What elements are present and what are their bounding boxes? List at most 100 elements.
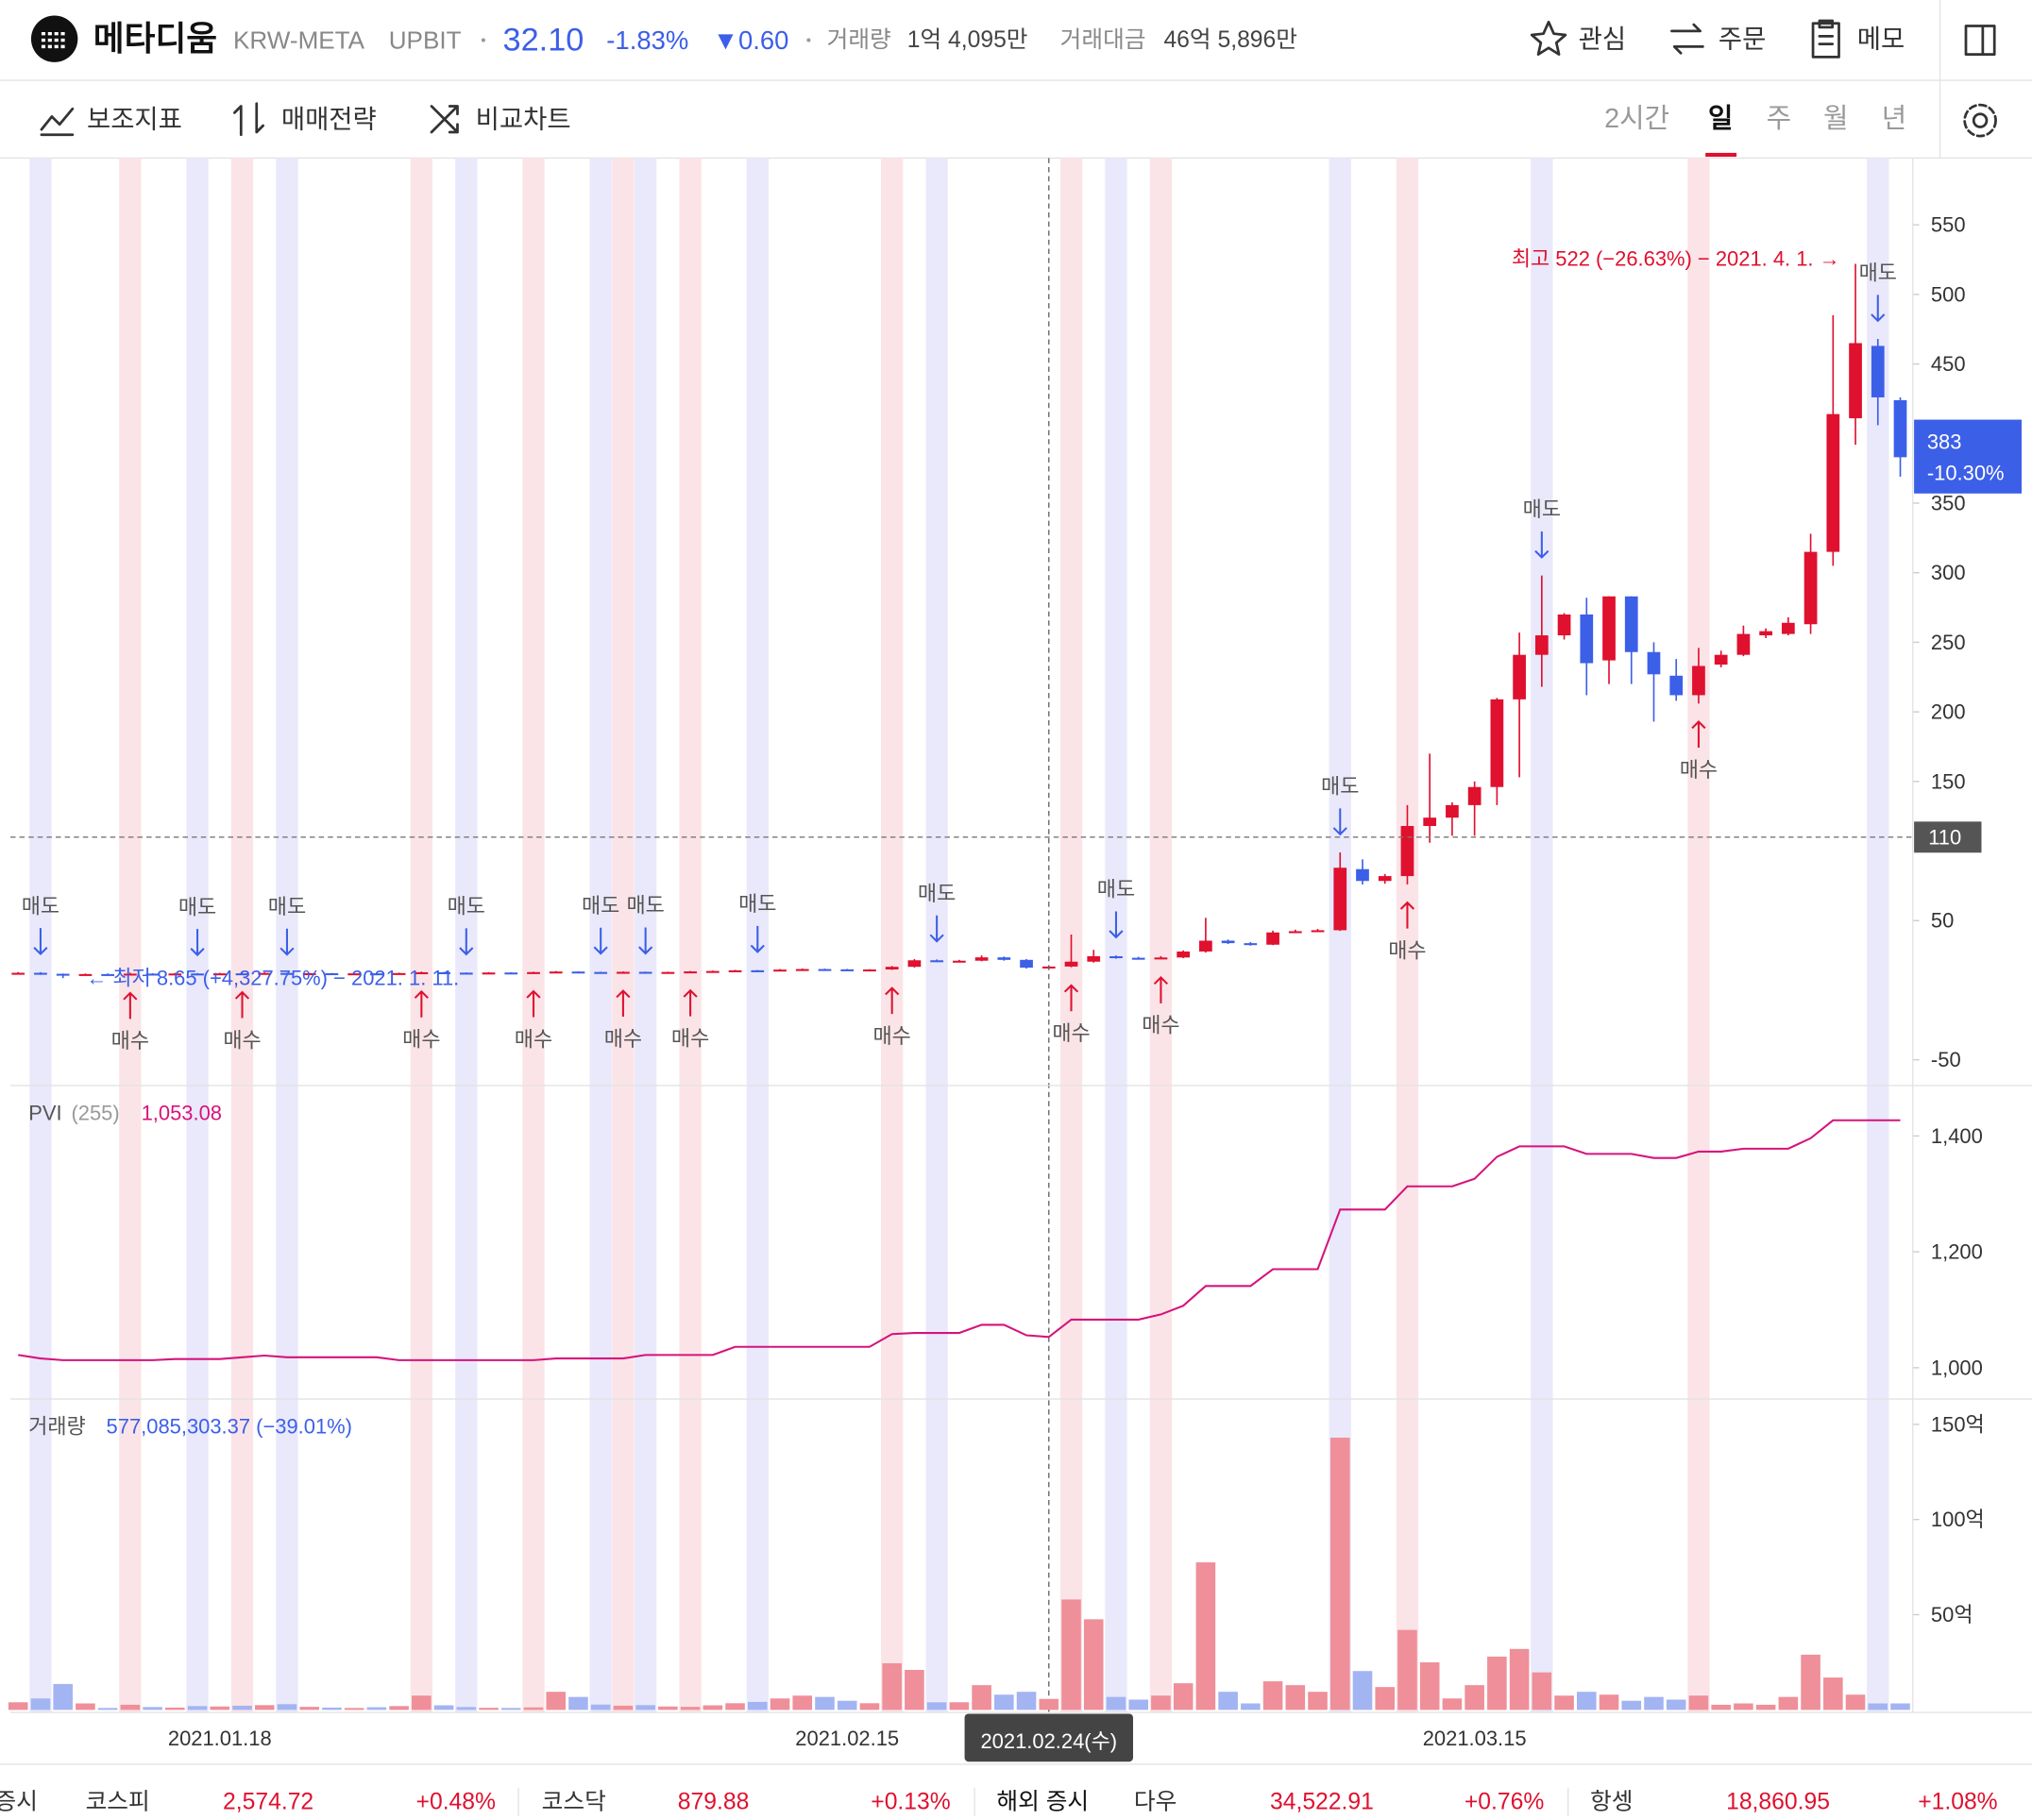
volume-bar bbox=[1688, 1695, 1709, 1710]
sell-label: 매도 bbox=[738, 892, 776, 916]
volume-bar bbox=[1241, 1703, 1261, 1710]
y-tick-label: 100억 bbox=[1931, 1508, 1985, 1531]
sell-arrow bbox=[1109, 911, 1124, 939]
star-icon[interactable] bbox=[1530, 20, 1567, 57]
settings-gear[interactable] bbox=[1963, 103, 1997, 138]
volume-bar bbox=[523, 1707, 544, 1710]
sidebar-icon[interactable] bbox=[1964, 25, 1996, 57]
volume-bar bbox=[1666, 1699, 1686, 1710]
order-icon[interactable] bbox=[1670, 23, 1704, 55]
indicator-icon[interactable] bbox=[40, 107, 75, 137]
candle-body bbox=[818, 969, 832, 971]
period[interactable]: 주 bbox=[1767, 104, 1792, 134]
strategy-icon[interactable] bbox=[233, 102, 264, 137]
volume-bar bbox=[1599, 1694, 1619, 1710]
index-name: 다우 bbox=[1134, 1788, 1177, 1814]
candle-body bbox=[258, 972, 272, 975]
buy-label: 매수 bbox=[223, 1028, 261, 1052]
volume-bar bbox=[1442, 1698, 1463, 1710]
candle-body bbox=[1803, 551, 1818, 625]
candle-body bbox=[504, 972, 518, 975]
y-tick-label: 250 bbox=[1931, 631, 1966, 654]
period[interactable]: 년 bbox=[1882, 104, 1907, 134]
volume-bar bbox=[1218, 1692, 1238, 1710]
candle-body bbox=[549, 971, 563, 974]
volume-bar bbox=[1509, 1648, 1530, 1710]
candle-body bbox=[863, 969, 876, 972]
candle-body bbox=[617, 971, 630, 974]
candle-body bbox=[370, 973, 383, 976]
buy-label: 매수 bbox=[872, 1024, 910, 1048]
candle-body bbox=[1266, 932, 1279, 945]
ticker: 증시 코스피 2,574.72 +0.48% 코스닥 879.88 +0.13%… bbox=[0, 1787, 1998, 1816]
buy-label: 매수 bbox=[1142, 1014, 1179, 1037]
volume-bar bbox=[747, 1701, 768, 1710]
tool[interactable]: 비교차트 bbox=[476, 105, 571, 134]
volume-bar bbox=[299, 1707, 319, 1710]
y-tick-label: 1,000 bbox=[1931, 1356, 1983, 1379]
candle-body bbox=[1244, 943, 1258, 946]
amount: 46억 5,896만 bbox=[1163, 26, 1297, 53]
y-tick-label: 50억 bbox=[1931, 1603, 1973, 1626]
sell-band bbox=[1329, 158, 1351, 1713]
volume-bar bbox=[859, 1703, 880, 1710]
volume-bar bbox=[389, 1706, 409, 1710]
buy-label: 매수 bbox=[402, 1028, 440, 1052]
candle-body bbox=[1736, 633, 1751, 655]
candle-body bbox=[101, 973, 114, 976]
candle-body bbox=[952, 960, 966, 963]
compare-icon[interactable] bbox=[430, 105, 459, 134]
indicator-value: 577,085,303.37 (−39.01%) bbox=[107, 1414, 352, 1438]
buy-arrow bbox=[616, 989, 631, 1018]
low-annotation: ← 최저 8.65 (+4,327.75%) − 2021. 1. 11. bbox=[86, 967, 459, 990]
buy-arrow bbox=[1063, 984, 1079, 1012]
exchange: UPBIT bbox=[389, 26, 462, 55]
candle-body bbox=[1602, 596, 1616, 661]
sell-band bbox=[1531, 158, 1553, 1713]
tool[interactable]: 보조지표 bbox=[87, 105, 182, 134]
candle-body bbox=[1490, 699, 1504, 787]
buy-arrow bbox=[885, 986, 900, 1015]
period[interactable]: 일 bbox=[1708, 104, 1734, 134]
settings-icon[interactable] bbox=[1972, 112, 1989, 128]
candle-body bbox=[1131, 957, 1145, 960]
candle-body bbox=[124, 973, 137, 976]
candle-body bbox=[1624, 596, 1638, 652]
buy-arrow bbox=[123, 991, 138, 1020]
volume-bar bbox=[1868, 1703, 1888, 1710]
volume-bar bbox=[1397, 1629, 1417, 1710]
sell-label: 매도 bbox=[1523, 497, 1561, 521]
crosshair-date: 2021.02.24(수) bbox=[980, 1729, 1117, 1753]
y-tick-label: 150 bbox=[1931, 769, 1966, 793]
candle-body bbox=[1423, 817, 1437, 827]
buy-arrow bbox=[414, 989, 429, 1018]
action[interactable]: 주문 bbox=[1719, 25, 1767, 54]
volume-bar bbox=[1106, 1696, 1126, 1710]
buy-label: 매수 bbox=[515, 1027, 552, 1051]
y-tick-label: 200 bbox=[1931, 700, 1966, 724]
period[interactable]: 월 bbox=[1823, 104, 1849, 134]
period-underline bbox=[1705, 152, 1737, 158]
period[interactable]: 2시간 bbox=[1604, 104, 1669, 134]
buy-arrow bbox=[1153, 975, 1169, 1003]
action[interactable]: 관심 bbox=[1579, 25, 1627, 54]
candle-body bbox=[1311, 930, 1325, 933]
memo-icon[interactable] bbox=[1811, 19, 1840, 59]
candle-body bbox=[1647, 651, 1661, 675]
candle-body bbox=[661, 971, 675, 974]
volume-bar bbox=[1644, 1696, 1664, 1710]
candle-body bbox=[1020, 959, 1033, 969]
tool[interactable]: 매매전략 bbox=[281, 105, 377, 134]
candle-body bbox=[437, 971, 450, 975]
buy-label: 매수 bbox=[111, 1029, 149, 1053]
y-tick-label: 50 bbox=[1931, 909, 1954, 933]
toolbar: 보조지표 매매전략 비교차트 2시간 일 주 월 년 bbox=[0, 80, 2032, 160]
candle-body bbox=[415, 971, 429, 975]
sell-arrow bbox=[1871, 295, 1886, 323]
index-change: +0.76% bbox=[1465, 1789, 1544, 1814]
action[interactable]: 메모 bbox=[1857, 25, 1905, 54]
crosshair-price: 110 bbox=[1928, 825, 1961, 849]
sell-label: 매도 bbox=[1097, 878, 1135, 902]
volume-bar bbox=[994, 1694, 1014, 1710]
